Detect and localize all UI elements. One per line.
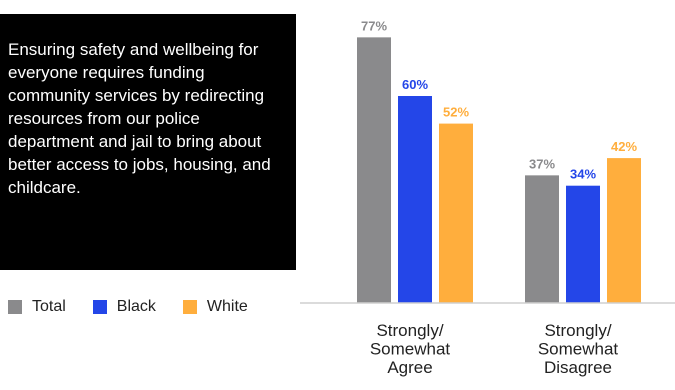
bar-value-label-total-0: 77%	[361, 18, 387, 33]
bar-black-0	[398, 96, 432, 303]
legend-swatch-black	[92, 300, 107, 314]
category-labels-group: Strongly/SomewhatAgreeStrongly/SomewhatD…	[370, 321, 619, 377]
legend-label-total: Total	[32, 298, 66, 315]
bar-white-0	[439, 123, 473, 303]
bar-value-label-total-1: 37%	[529, 156, 555, 171]
category-label-1-line-2: Disagree	[544, 358, 612, 377]
bar-value-label-black-0: 60%	[402, 77, 428, 92]
category-label-1-line-0: Strongly/	[544, 321, 611, 340]
bar-value-label-black-1: 34%	[570, 167, 596, 182]
bar-total-1	[525, 175, 559, 303]
category-label-0-line-0: Strongly/	[376, 321, 443, 340]
category-label-0-line-1: Somewhat	[370, 340, 451, 359]
bar-black-1	[566, 185, 600, 303]
legend-label-black: Black	[116, 298, 156, 315]
legend-swatch-white	[182, 300, 197, 314]
legend: Total Black White	[8, 298, 275, 316]
legend-swatch-total	[8, 300, 22, 314]
bar-value-label-white-1: 42%	[611, 139, 637, 154]
category-label-1-line-1: Somewhat	[538, 340, 619, 359]
legend-label-white: White	[206, 298, 248, 315]
bar-white-1	[607, 158, 641, 303]
statement-text: Ensuring safety and wellbeing for everyo…	[8, 40, 271, 197]
statement-box: Ensuring safety and wellbeing for everyo…	[0, 14, 296, 270]
bars-group: 77% 60% 52% 37% 34% 42%	[357, 18, 641, 303]
legend-item-black: Black	[92, 298, 156, 316]
legend-item-white: White	[182, 298, 248, 316]
bar-total-0	[357, 37, 391, 303]
legend-item-total: Total	[8, 298, 66, 316]
category-label-0-line-2: Agree	[387, 358, 432, 377]
bar-value-label-white-0: 52%	[443, 105, 469, 120]
